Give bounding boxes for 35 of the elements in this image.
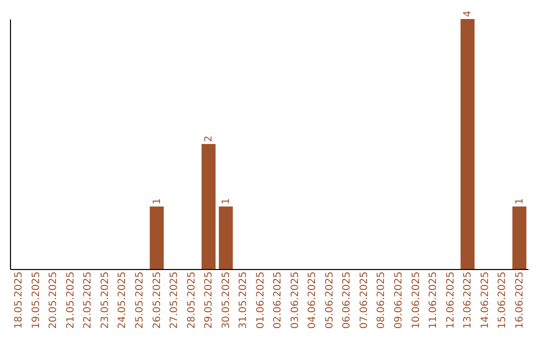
- x-tick-label: 03.06.2025: [290, 272, 301, 329]
- x-tick-label: 23.05.2025: [100, 272, 111, 329]
- x-tick-label: 11.06.2025: [428, 272, 440, 329]
- x-tick-label: 20.05.2025: [48, 272, 60, 329]
- x-tick-label: 19.05.2025: [30, 272, 42, 329]
- data-label: 2: [204, 136, 215, 142]
- data-label: 4: [462, 10, 474, 17]
- x-tick-label: 26.05.2025: [152, 272, 163, 329]
- x-tick-label: 06.06.2025: [342, 272, 353, 329]
- x-tick-label: 16.06.2025: [514, 272, 526, 329]
- x-tick-label: 29.05.2025: [204, 272, 215, 329]
- x-tick-label: 15.06.2025: [497, 272, 508, 329]
- x-tick-label: 14.06.2025: [480, 272, 491, 329]
- x-tick-label: 18.05.2025: [14, 272, 25, 329]
- x-tick-label: 25.05.2025: [134, 272, 146, 329]
- data-label: 1: [220, 198, 232, 204]
- x-tick-label: 27.05.2025: [169, 272, 180, 329]
- x-tick-label: 21.05.2025: [65, 272, 76, 329]
- x-tick-label: 31.05.2025: [238, 272, 250, 329]
- x-tick-label: 13.06.2025: [462, 272, 474, 329]
- x-tick-label: 09.06.2025: [394, 272, 404, 329]
- x-tick-label: 04.06.2025: [307, 272, 318, 329]
- x-tick-label: 24.05.2025: [117, 272, 128, 329]
- x-tick-label: 08.06.2025: [376, 272, 388, 329]
- x-tick-label: 07.06.2025: [358, 272, 370, 329]
- x-tick-label: 28.05.2025: [186, 272, 198, 329]
- x-tick-label: 01.06.2025: [255, 272, 266, 329]
- x-tick-label: 05.06.2025: [324, 272, 336, 329]
- x-tick-label: 02.06.2025: [272, 272, 284, 329]
- x-tick-label: 10.06.2025: [410, 272, 422, 329]
- x-tick-label: 22.05.2025: [82, 272, 94, 329]
- x-tick-label: 12.06.2025: [445, 272, 456, 329]
- x-tick-label: 30.05.2025: [220, 272, 232, 329]
- data-label: 1: [152, 198, 163, 204]
- data-label: 1: [514, 198, 526, 204]
